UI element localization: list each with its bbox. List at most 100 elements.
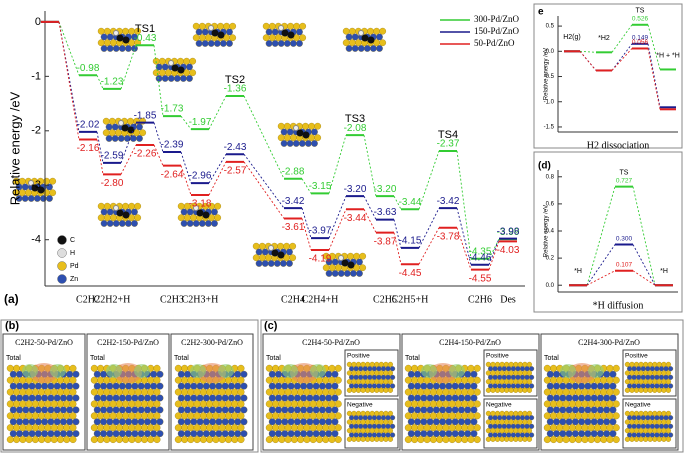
atom <box>43 177 50 185</box>
atom <box>485 436 491 442</box>
atom <box>208 25 214 31</box>
atom <box>106 220 114 227</box>
atom <box>69 376 77 384</box>
legend-atom <box>57 261 67 271</box>
atom <box>654 432 660 438</box>
atom <box>131 418 139 426</box>
atom <box>358 423 364 429</box>
atom <box>612 400 620 408</box>
atom <box>181 364 189 372</box>
atom <box>553 430 560 438</box>
atom <box>612 364 620 372</box>
atom <box>139 129 147 137</box>
atom <box>461 376 469 384</box>
atom <box>193 436 201 444</box>
atom <box>590 430 598 438</box>
atom <box>156 394 164 402</box>
atom <box>189 69 197 77</box>
state-label: H2(g) <box>563 34 581 41</box>
atom <box>600 400 608 408</box>
atom <box>190 406 198 414</box>
connector <box>363 209 377 233</box>
atom <box>504 379 510 385</box>
atom <box>103 436 111 444</box>
atom <box>105 123 113 131</box>
connector <box>611 43 633 71</box>
atom <box>184 418 191 426</box>
sub-title: C2H4-50-Pd/ZnO <box>302 338 360 347</box>
atom <box>346 428 352 434</box>
atom <box>196 382 204 390</box>
atom <box>649 423 655 429</box>
atom <box>643 428 649 434</box>
atom <box>645 366 651 372</box>
atom <box>13 424 21 432</box>
atom <box>177 382 185 390</box>
atom <box>575 400 583 408</box>
atom <box>404 376 412 384</box>
atom <box>457 418 465 426</box>
value-label: -2.57 <box>224 165 247 176</box>
value-label: -2.96 <box>189 171 212 182</box>
sub-frame <box>401 333 540 451</box>
atom <box>510 366 516 372</box>
atom <box>367 366 373 372</box>
atom <box>293 22 300 30</box>
atom <box>234 430 242 438</box>
value-label: -3.18 <box>189 199 212 210</box>
atom <box>63 400 71 408</box>
atom <box>365 410 371 416</box>
atom <box>652 428 658 434</box>
atom <box>654 423 660 429</box>
atom <box>470 430 478 438</box>
atom <box>360 436 366 442</box>
atom <box>28 406 36 414</box>
atom <box>97 400 105 408</box>
atom <box>612 436 620 444</box>
atom <box>451 406 459 414</box>
atom <box>553 418 560 426</box>
atom <box>596 394 604 402</box>
atom <box>226 40 233 47</box>
atom <box>218 436 226 444</box>
atom <box>546 430 554 438</box>
atom <box>297 388 305 396</box>
atom <box>367 415 373 421</box>
atom <box>376 45 383 52</box>
atom <box>417 376 425 384</box>
atom <box>568 388 576 396</box>
atom <box>411 388 419 396</box>
atom <box>663 432 669 438</box>
value-label: -2.16 <box>77 143 100 154</box>
atom <box>387 436 393 442</box>
atom <box>640 366 646 372</box>
atom <box>184 382 191 390</box>
atom <box>316 424 323 432</box>
atom <box>66 394 74 402</box>
atom <box>587 412 595 420</box>
positive-label: Positive <box>347 353 370 360</box>
atom <box>522 428 528 434</box>
atom <box>318 418 326 426</box>
atom <box>137 406 145 414</box>
atom <box>66 418 74 426</box>
atom <box>16 418 23 426</box>
atom <box>513 410 519 416</box>
value-label: -2.39 <box>161 140 184 151</box>
atom <box>499 436 505 442</box>
atom <box>153 364 161 372</box>
y-tick-label: -1.5 <box>544 125 555 131</box>
atom <box>355 39 362 47</box>
atom <box>596 418 604 426</box>
atom <box>31 184 39 192</box>
connector <box>96 131 104 164</box>
atom <box>44 424 52 432</box>
atom <box>158 57 166 65</box>
charge-density <box>50 364 66 378</box>
atom <box>293 406 301 414</box>
atom <box>90 400 98 408</box>
atom <box>93 382 101 390</box>
atom <box>212 436 220 444</box>
atom <box>322 376 330 384</box>
atom <box>464 406 472 414</box>
